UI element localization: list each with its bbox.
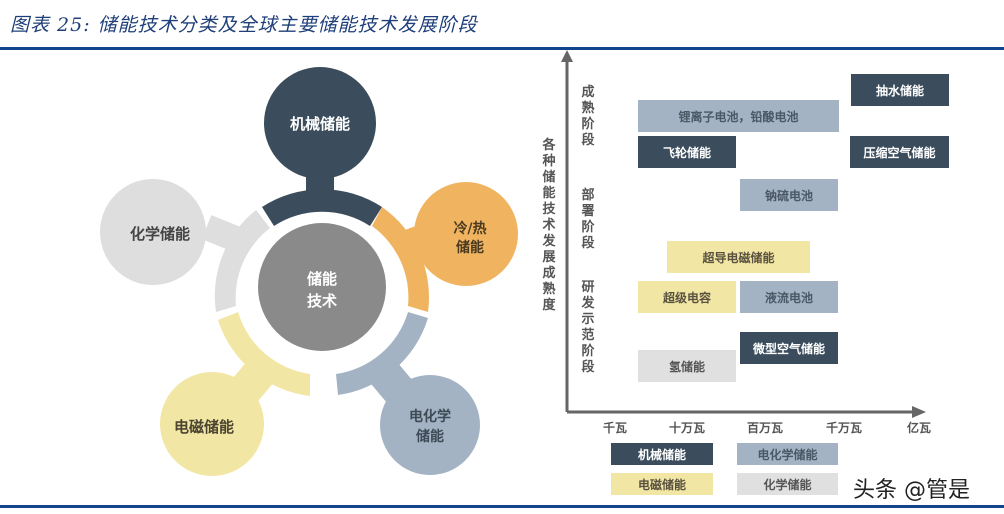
top-divider — [0, 47, 1004, 50]
item-superconducting: 超导电磁储能 — [667, 241, 810, 273]
item-micro-compressed-air: 微型空气储能 — [740, 332, 838, 364]
legend-chemical: 化学储能 — [737, 473, 838, 495]
petal-label-electrochemical-2: 储能 — [415, 428, 444, 445]
petal-electromagnetic — [160, 312, 310, 476]
item-flow-battery: 液流电池 — [740, 281, 838, 313]
x-tick-10mw: 千万瓦 — [826, 421, 863, 435]
y-axis-title: 各种储能技术发展成熟度 — [542, 138, 556, 313]
item-hydrogen: 氢储能 — [638, 350, 736, 382]
hub-label-2: 技术 — [307, 292, 337, 310]
matrix-axes — [561, 50, 926, 418]
item-supercapacitor: 超级电容 — [638, 281, 736, 313]
legend-electrochemical: 电化学储能 — [737, 443, 838, 465]
x-tick-100kw: 十万瓦 — [669, 421, 706, 435]
hub-label-1: 储能 — [307, 270, 337, 288]
bottom-divider — [0, 505, 1004, 508]
storage-tech-hub-diagram: 机械储能 冷/热 储能 电化学 储能 电磁储能 化学储能 储能 技术 — [100, 67, 518, 476]
y-stage-rnd-demo: 研发示范阶段 — [581, 280, 595, 375]
petal-label-electrochemical-1: 电化学 — [409, 408, 451, 425]
item-pumped-hydro: 抽水储能 — [851, 74, 949, 106]
petal-label-mechanical: 机械储能 — [290, 115, 350, 133]
item-li-ion-lead-acid: 锂离子电池，铅酸电池 — [638, 100, 839, 132]
legend-mechanical: 机械储能 — [611, 443, 713, 465]
figure-title: 图表 25: 储能技术分类及全球主要储能技术发展阶段 — [10, 14, 478, 36]
legend-electromagnetic: 电磁储能 — [611, 473, 713, 495]
y-stage-mature: 成熟阶段 — [581, 85, 595, 148]
petal-thermal — [372, 182, 518, 312]
x-tick-kw: 千瓦 — [603, 421, 628, 435]
petal-label-thermal-1: 冷/热 — [453, 220, 486, 237]
item-flywheel: 飞轮储能 — [638, 136, 736, 168]
petal-label-chemical: 化学储能 — [130, 225, 190, 243]
x-tick-mw: 百万瓦 — [747, 421, 784, 435]
x-tick-100mw: 亿瓦 — [907, 421, 932, 435]
hub-center — [258, 223, 386, 351]
petal-chemical — [100, 179, 270, 312]
item-compressed-air: 压缩空气储能 — [850, 136, 949, 168]
watermark: 头条 @管是 — [853, 478, 970, 503]
petal-label-thermal-2: 储能 — [455, 239, 484, 256]
petal-electrochemical — [336, 312, 480, 475]
petal-mechanical — [262, 67, 382, 226]
petal-label-electromagnetic: 电磁储能 — [174, 418, 234, 436]
item-sodium-sulfur: 钠硫电池 — [740, 179, 838, 211]
y-stage-deployment: 部署阶段 — [581, 188, 595, 251]
